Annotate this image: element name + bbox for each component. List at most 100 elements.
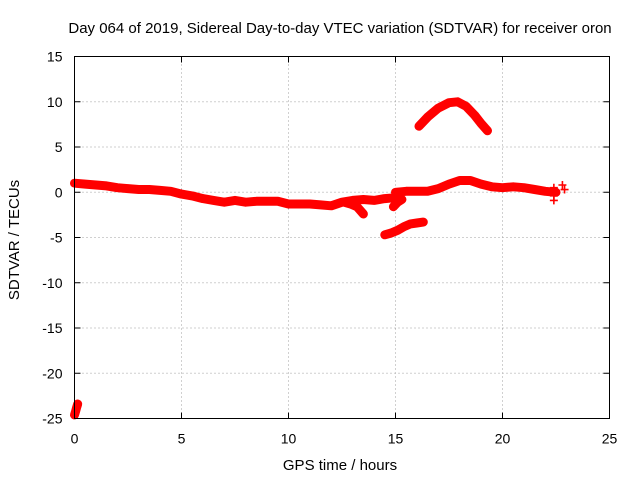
x-tick-label: 20 [495,431,511,447]
y-tick-label: -5 [50,230,63,246]
data-point [305,200,314,209]
data-point [380,194,389,203]
y-tick-label: 10 [47,94,63,110]
y-tick-label: 5 [55,139,63,155]
series-dip [339,197,368,219]
data-point [445,180,453,189]
series-lower [380,217,428,240]
data-point [549,196,558,205]
data-point [466,176,475,185]
series-recover [388,195,407,212]
data-point [412,219,421,228]
tick-labels: 0 5 10 15 20 25 -25 -20 -15 -10 -5 0 5 10 15 [42,49,617,447]
data-point [453,97,462,106]
data-point [346,200,355,209]
data-point [445,98,453,107]
y-tick-label: 0 [55,184,63,200]
data-point [252,197,261,206]
data-point [402,187,411,196]
data-point [316,200,325,209]
data-point [498,183,507,192]
chart-title: Day 064 of 2019, Sidereal Day-to-day VTE… [68,20,611,37]
x-tick-label: 5 [178,431,186,447]
data-point [71,407,80,416]
series-band [414,97,492,136]
y-tick-label: -10 [42,275,62,291]
series-band [339,197,368,219]
data-point [327,201,336,210]
series-late [391,176,561,197]
data-point [359,209,368,218]
data-point [487,182,496,191]
data-point [393,198,402,207]
data-point [470,111,479,120]
x-tick-label: 15 [388,431,404,447]
data-point [434,184,443,193]
data-point [519,183,528,192]
data-point [393,226,402,235]
data-point [166,187,175,196]
data-point [263,197,272,206]
data-point [134,185,143,194]
y-tick-label: -20 [42,365,62,381]
data-point [400,222,409,231]
x-axis-label: GPS time / hours [283,457,397,474]
y-tick-label: 15 [47,49,63,65]
data-point [541,187,550,196]
data-point [209,196,218,205]
x-tick-label: 10 [281,431,297,447]
data-point [530,185,539,194]
data-point [113,183,122,192]
axis-ticks [74,56,610,419]
series-arc [414,97,492,136]
x-tick-label: 25 [602,431,618,447]
data-point [284,200,293,209]
series-band [391,176,561,197]
data-point [387,228,396,237]
data-point [415,122,424,131]
data-point [455,176,464,185]
grid-lines [74,56,610,419]
data-point [81,180,90,189]
data-point [483,126,492,135]
data-point [295,200,304,209]
y-axis-label: SDTVAR / TECUs [6,180,23,300]
data-point [423,187,432,196]
data-point [273,197,282,206]
data-point [73,400,82,409]
data-point [380,230,389,239]
y-tick-label: -25 [42,411,62,427]
y-tick-label: -15 [42,320,62,336]
data-point [549,183,558,192]
data-point [423,113,432,122]
data-point [156,186,165,195]
data-point [145,185,154,194]
data-point [462,102,471,111]
data-point [397,195,406,204]
data-point [72,403,81,412]
data-point [231,196,239,205]
data-point [188,191,197,200]
data-point [434,104,443,113]
data-point [412,187,421,196]
data-point [419,218,428,227]
data-point [241,198,250,207]
data-point [406,219,415,228]
data-point [560,185,569,194]
data-point [370,196,379,205]
data-point [124,184,132,193]
x-tick-label: 0 [71,431,79,447]
data-point [177,190,186,199]
data-point [352,202,361,211]
data-point [102,181,111,190]
data-point [359,195,368,204]
data-point [477,180,486,189]
data-point [389,202,398,211]
series-start [70,399,83,420]
data-point [391,188,400,197]
data-point [477,119,486,128]
data-point [340,198,349,207]
data-point [220,198,229,207]
data-point [558,181,567,190]
